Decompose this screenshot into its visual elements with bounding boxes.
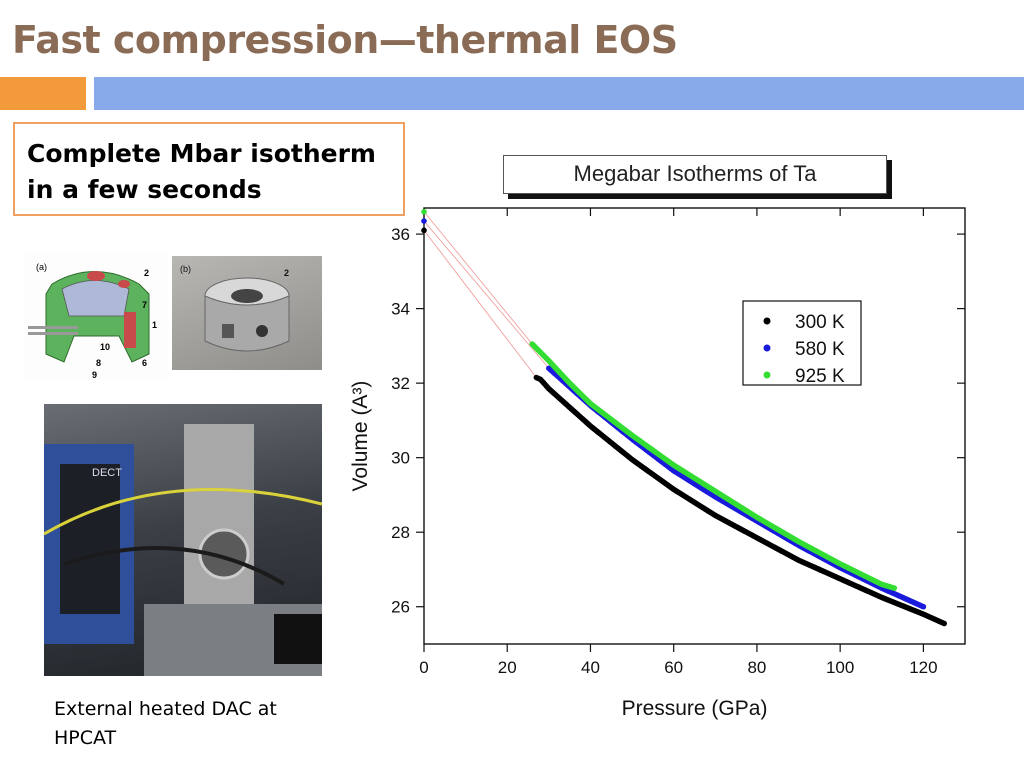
diagram-label-8: 8 (96, 358, 101, 368)
diagram-label-6: 6 (142, 358, 147, 368)
callout-text: Complete Mbar isotherm in a few seconds (27, 139, 376, 204)
slide-title: Fast compression—thermal EOS (12, 18, 678, 62)
diagram-label-2: 2 (144, 268, 149, 278)
diagram-label-10: 10 (100, 342, 110, 352)
cell-cross-section-diagram: (a) 2 7 1 10 8 6 9 (24, 254, 168, 380)
y-tick-label: 26 (391, 598, 410, 617)
data-point-2 (891, 585, 898, 591)
chart-title-box: Megabar Isotherms of Ta (503, 155, 887, 194)
x-tick-label: 100 (826, 658, 854, 677)
photo-caption: External heated DAC at HPCAT (54, 698, 277, 749)
y-axis-label: Volume (A³) (349, 381, 372, 492)
diagram-label-1: 1 (152, 320, 157, 330)
x-tick-label: 60 (664, 658, 683, 677)
y-tick-label: 28 (391, 523, 410, 542)
diagram-panel-b-label: (b) (180, 264, 191, 274)
fit-curve-0 (423, 230, 945, 624)
detector-label: DECT (92, 467, 122, 479)
legend-marker-1 (763, 344, 771, 352)
legend-marker-2 (763, 371, 771, 379)
legend-label-0: 300 K (795, 312, 845, 333)
x-tick-label: 120 (909, 658, 937, 677)
data-point-1 (421, 218, 427, 224)
data-point-0 (421, 227, 427, 234)
accent-bar-blue (94, 77, 1024, 110)
y-tick-label: 34 (391, 300, 410, 319)
data-point-1 (920, 603, 927, 610)
x-axis-label: Pressure (GPa) (622, 697, 768, 720)
dac-cell-photo: (b) 2 (172, 256, 322, 370)
chart-title: Megabar Isotherms of Ta (573, 161, 817, 186)
legend-label-2: 925 K (795, 366, 845, 387)
accent-bar-orange (0, 77, 86, 110)
data-point-0 (941, 620, 947, 627)
diagram-label-9: 9 (92, 370, 97, 380)
fit-curve-2 (423, 211, 895, 589)
data-point-2 (421, 208, 427, 215)
y-tick-label: 32 (391, 374, 410, 393)
plot-frame (423, 207, 966, 645)
diagram-label-7: 7 (142, 300, 147, 310)
x-tick-label: 20 (498, 658, 517, 677)
legend-box (742, 300, 862, 386)
chart-svg: 0 20 40 60 80 100 120 26 28 30 32 34 36 Pressure (GPa… (349, 207, 966, 720)
legend-marker-0 (763, 317, 771, 325)
x-tick-label: 40 (581, 658, 600, 677)
x-tick-label: 80 (747, 658, 766, 677)
y-tick-label: 36 (391, 225, 410, 244)
isotherm-chart: 0 20 40 60 80 100 120 26 28 30 32 34 36 Pressure (GPa… (340, 148, 980, 728)
lab-setup-photo: DECT (44, 404, 322, 676)
y-tick-label: 30 (391, 449, 410, 468)
callout-box: Complete Mbar isotherm in a few seconds (13, 122, 405, 216)
diagram-label-2b: 2 (284, 268, 289, 278)
fit-curve-1 (423, 220, 924, 608)
diagram-panel-a-label: (a) (36, 262, 47, 272)
legend-label-1: 580 K (795, 339, 845, 360)
x-tick-label: 0 (419, 658, 428, 677)
